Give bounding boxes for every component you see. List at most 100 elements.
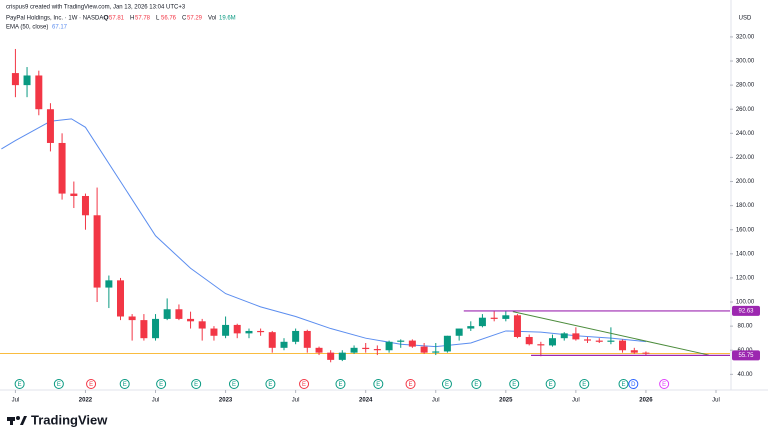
event-marker: [579, 379, 590, 389]
candle-body: [490, 317, 498, 319]
event-marker: [373, 379, 384, 389]
candle-body: [408, 340, 416, 347]
x-tick-label: 2022: [79, 398, 93, 404]
y-tick-label: 160.00: [736, 227, 755, 233]
candle-body: [268, 332, 276, 348]
candle-body: [58, 142, 66, 194]
event-marker: [618, 379, 629, 389]
y-tick-label: 280.00: [736, 83, 755, 89]
candle-body: [303, 330, 311, 348]
event-marker: [509, 379, 520, 389]
event-marker: [628, 379, 639, 389]
event-marker: [191, 379, 202, 389]
x-tick-label: Jul: [152, 398, 160, 404]
event-label: E: [376, 382, 380, 388]
candle-body: [233, 324, 241, 334]
currency: USD: [739, 16, 752, 22]
event-label: E: [89, 382, 93, 388]
x-tick-label: 2023: [219, 398, 233, 404]
event-label: E: [409, 382, 413, 388]
event-label: E: [159, 382, 163, 388]
y-tick-label: 320.00: [736, 34, 755, 40]
price-label: 55.75: [738, 353, 754, 359]
candle-body: [420, 346, 428, 353]
event-marker: [471, 379, 482, 389]
event-marker: [156, 379, 167, 389]
x-tick-label: Jul: [712, 398, 720, 404]
x-tick-label: Jul: [292, 398, 300, 404]
y-tick-label: 200.00: [736, 179, 755, 185]
candle-body: [23, 75, 31, 86]
x-tick-label: 2026: [639, 398, 653, 404]
event-label: E: [123, 382, 127, 388]
event-label: E: [549, 382, 553, 388]
event-label: E: [622, 382, 626, 388]
event-label: E: [302, 382, 306, 388]
event-label: E: [445, 382, 449, 388]
candle-body: [584, 339, 592, 341]
event-label: E: [18, 382, 22, 388]
candle-body: [35, 75, 43, 110]
event-marker: [14, 379, 25, 389]
volume-value: 19.6M: [219, 16, 236, 22]
y-tick-label: 240.00: [736, 131, 755, 137]
candle-body: [630, 350, 638, 353]
candle-body: [175, 309, 183, 319]
candle-body: [642, 352, 650, 354]
price-label-box: [732, 350, 760, 361]
volume-label: Vol: [208, 16, 216, 22]
event-marker: [545, 379, 556, 389]
candle-body: [128, 316, 136, 321]
y-tick-label: 100.00: [736, 300, 755, 306]
event-label: E: [232, 382, 236, 388]
event-marker: [86, 379, 97, 389]
ohlc-value: 56.76: [161, 16, 177, 22]
candle-body: [210, 328, 218, 336]
candle-body: [595, 340, 603, 342]
candle-body: [46, 109, 54, 143]
candle-body: [373, 349, 381, 351]
y-tick-label: 40.00: [737, 372, 753, 378]
candle-body: [187, 318, 195, 322]
ohlc-label: L: [156, 16, 160, 22]
candle-body: [222, 324, 230, 336]
candle-body: [327, 352, 335, 360]
candle-body: [455, 328, 463, 336]
candle-body: [163, 309, 171, 319]
candle-body: [560, 333, 568, 339]
candle-body: [467, 326, 475, 329]
candle-body: [397, 340, 405, 342]
candle-body: [525, 336, 533, 345]
ema-label: EMA (50, close): [6, 25, 48, 31]
candle-body: [93, 215, 101, 288]
event-label: E: [512, 382, 516, 388]
event-label: E: [57, 382, 61, 388]
credit: crispus9 created with TradingView.com, J…: [6, 5, 186, 11]
ohlc-value: 57.81: [109, 16, 125, 22]
candle-body: [152, 318, 160, 339]
candle-body: [280, 341, 288, 348]
event-marker: [299, 379, 310, 389]
candle-body: [70, 193, 78, 196]
event-label: D: [631, 382, 636, 388]
candle-body: [443, 335, 451, 352]
candle-body: [607, 340, 615, 342]
candle-body: [198, 321, 206, 329]
event-label: E: [194, 382, 198, 388]
symbol: PayPal Holdings, Inc. · 1W · NASDAQ: [6, 16, 108, 22]
event-marker: [335, 379, 346, 389]
event-marker: [441, 379, 452, 389]
y-tick-label: 300.00: [736, 59, 755, 65]
event-marker: [659, 379, 670, 389]
candle-body: [619, 340, 627, 351]
event-marker: [119, 379, 130, 389]
candle-body: [338, 352, 346, 360]
candle-body: [572, 333, 580, 340]
y-tick-label: 80.00: [737, 324, 753, 330]
event-label: E: [474, 382, 478, 388]
candle-body: [362, 347, 370, 350]
event-marker: [265, 379, 276, 389]
candle-body: [385, 341, 393, 351]
candle-body: [292, 330, 300, 342]
